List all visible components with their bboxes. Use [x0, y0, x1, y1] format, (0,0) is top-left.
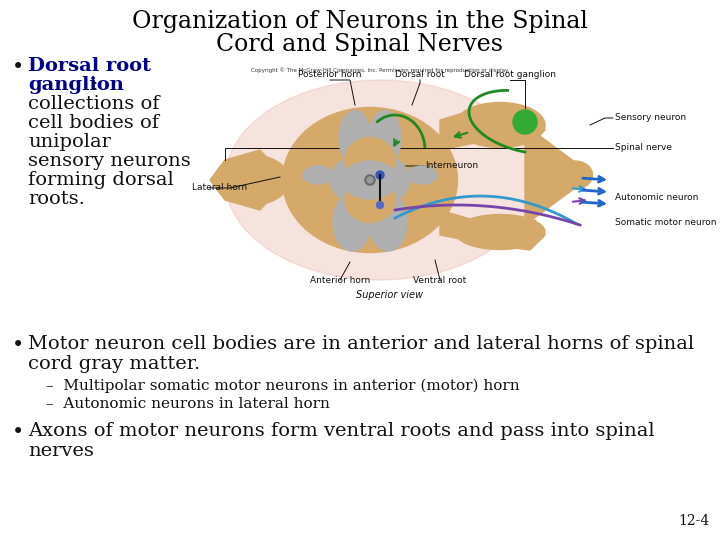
Text: Anterior horn: Anterior horn — [310, 276, 370, 285]
Text: Organization of Neurons in the Spinal: Organization of Neurons in the Spinal — [132, 10, 588, 33]
Text: 12-4: 12-4 — [679, 514, 710, 528]
Text: Cord and Spinal Nerves: Cord and Spinal Nerves — [217, 33, 503, 56]
Ellipse shape — [225, 80, 535, 280]
Ellipse shape — [282, 107, 457, 253]
Text: ganglion: ganglion — [28, 76, 124, 94]
Ellipse shape — [369, 111, 401, 165]
Text: –  Multipolar somatic motor neurons in anterior (motor) horn: – Multipolar somatic motor neurons in an… — [46, 379, 520, 394]
Text: •: • — [12, 422, 24, 442]
Text: Superior view: Superior view — [356, 290, 423, 300]
Text: Ventral root: Ventral root — [413, 276, 467, 285]
Text: •: • — [12, 57, 24, 77]
Ellipse shape — [339, 111, 371, 165]
Text: nerves: nerves — [28, 442, 94, 460]
Ellipse shape — [345, 138, 395, 183]
Circle shape — [377, 201, 384, 208]
Text: Spinal nerve: Spinal nerve — [615, 143, 672, 152]
Text: Dorsal root ganglion: Dorsal root ganglion — [464, 70, 556, 79]
Polygon shape — [440, 210, 545, 250]
Text: Autonomic neuron: Autonomic neuron — [615, 193, 698, 202]
Text: Interneuron: Interneuron — [425, 161, 478, 170]
Text: forming dorsal: forming dorsal — [28, 171, 174, 189]
Ellipse shape — [215, 155, 289, 205]
Circle shape — [513, 110, 537, 134]
Text: sensory neurons: sensory neurons — [28, 152, 191, 170]
Ellipse shape — [407, 166, 437, 184]
Polygon shape — [210, 150, 290, 210]
Ellipse shape — [345, 178, 395, 222]
Text: Motor neuron cell bodies are in anterior and lateral horns of spinal: Motor neuron cell bodies are in anterior… — [28, 335, 694, 353]
Text: roots.: roots. — [28, 190, 85, 208]
Circle shape — [367, 177, 373, 183]
Text: Lateral horn: Lateral horn — [192, 183, 247, 192]
Text: cord gray matter.: cord gray matter. — [28, 355, 200, 373]
Polygon shape — [440, 105, 545, 150]
Ellipse shape — [333, 193, 371, 251]
Circle shape — [376, 171, 384, 179]
Text: unipolar: unipolar — [28, 133, 111, 151]
Text: Copyright © The McGraw-Hill Companies, Inc. Permission required for reproduction: Copyright © The McGraw-Hill Companies, I… — [251, 68, 509, 73]
Text: Sensory neuron: Sensory neuron — [615, 113, 686, 122]
Text: –  Autonomic neurons in lateral horn: – Autonomic neurons in lateral horn — [46, 397, 330, 411]
Ellipse shape — [303, 166, 333, 184]
Polygon shape — [525, 125, 585, 225]
Ellipse shape — [343, 161, 397, 199]
Text: Dorsal root: Dorsal root — [395, 70, 445, 79]
Text: Dorsal root: Dorsal root — [28, 57, 151, 75]
Ellipse shape — [369, 193, 407, 251]
Circle shape — [365, 175, 375, 185]
Text: Posterior horn: Posterior horn — [298, 70, 361, 79]
Text: Axons of motor neurons form ventral roots and pass into spinal: Axons of motor neurons form ventral root… — [28, 422, 654, 440]
Ellipse shape — [455, 103, 545, 147]
Text: cell bodies of: cell bodies of — [28, 114, 159, 132]
Ellipse shape — [330, 152, 410, 207]
Text: •: • — [12, 335, 24, 355]
Text: :: : — [92, 76, 99, 94]
Text: Somatic motor neuron: Somatic motor neuron — [615, 218, 716, 227]
Ellipse shape — [455, 214, 545, 249]
Ellipse shape — [557, 161, 593, 189]
Text: collections of: collections of — [28, 95, 160, 113]
